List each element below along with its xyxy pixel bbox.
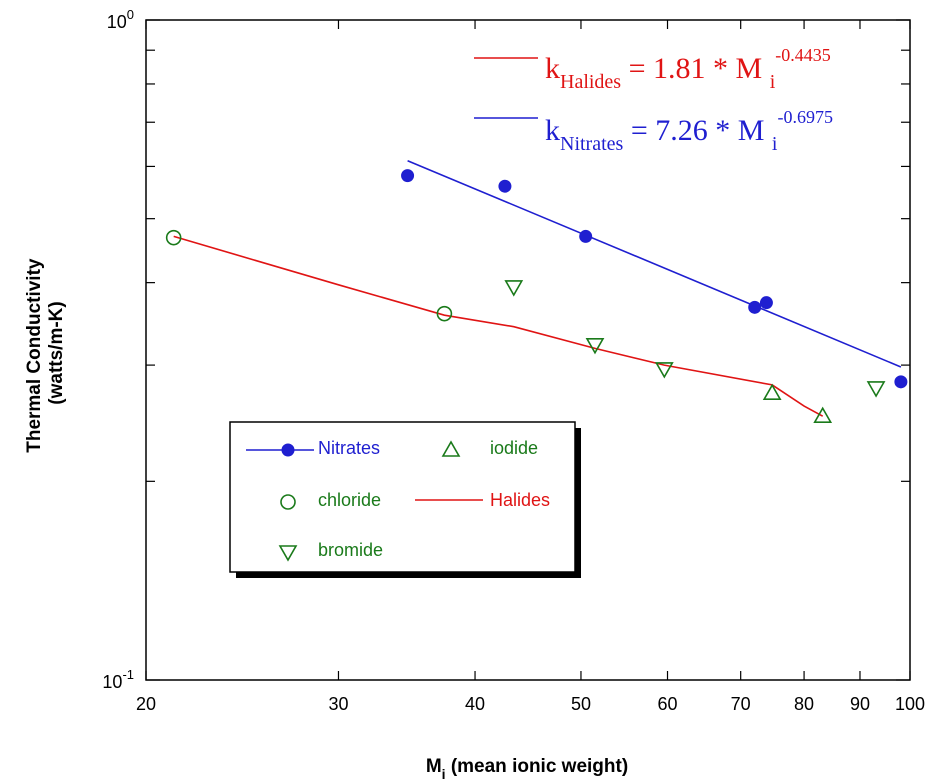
legend: Nitrates iodide chloride Halides bromide — [230, 422, 581, 578]
y-axis-title-line2: (watts/m-K) — [46, 301, 67, 404]
y-axis-title-line1: Thermal Conductivity — [24, 258, 45, 453]
data-point-nitrates — [760, 297, 772, 309]
x-axis-title: Mi (mean ionic weight) — [426, 756, 628, 782]
x-tick-label: 40 — [465, 694, 485, 714]
x-tick-label: 50 — [571, 694, 591, 714]
series-line-halides — [174, 236, 823, 416]
y-axis-title: Thermal Conductivity (watts/m-K) — [24, 253, 67, 453]
x-axis-title-main: M — [426, 756, 442, 777]
data-point-bromide — [587, 339, 603, 353]
data-point-nitrates — [749, 301, 761, 313]
legend-label-nitrates: Nitrates — [318, 438, 380, 458]
legend-label-chloride: chloride — [318, 490, 381, 510]
y-tick-label: 10-1 — [102, 667, 134, 692]
equation-nitrates: kNitrates = 7.26 * M i-0.6975 — [545, 107, 833, 155]
data-point-nitrates — [580, 230, 592, 242]
data-point-nitrates — [499, 180, 511, 192]
x-tick-label: 100 — [895, 694, 925, 714]
series-line-nitrates-fit — [408, 161, 901, 367]
x-tick-label: 30 — [328, 694, 348, 714]
x-axis-title-rest: (mean ionic weight) — [446, 756, 629, 777]
x-tick-label: 70 — [731, 694, 751, 714]
y-tick-label: 100 — [107, 7, 134, 32]
legend-label-bromide: bromide — [318, 540, 383, 560]
series-markers — [167, 170, 907, 423]
legend-label-iodide: iodide — [490, 438, 538, 458]
data-point-iodide — [815, 408, 831, 422]
data-point-nitrates — [895, 376, 907, 388]
data-point-bromide — [868, 382, 884, 396]
equation-halides: kHalides = 1.81 * M i-0.4435 — [545, 45, 831, 93]
data-point-iodide — [764, 385, 780, 399]
data-point-nitrates — [402, 170, 414, 182]
x-tick-label: 80 — [794, 694, 814, 714]
legend-label-halides: Halides — [490, 490, 550, 510]
data-point-bromide — [506, 281, 522, 295]
x-tick-label: 60 — [657, 694, 677, 714]
x-tick-label: 20 — [136, 694, 156, 714]
series-lines — [174, 161, 901, 417]
fit-equations: kHalides = 1.81 * M i-0.4435 kNitrates = … — [474, 45, 833, 155]
legend-marker-nitrates — [282, 444, 294, 456]
x-tick-label: 90 — [850, 694, 870, 714]
